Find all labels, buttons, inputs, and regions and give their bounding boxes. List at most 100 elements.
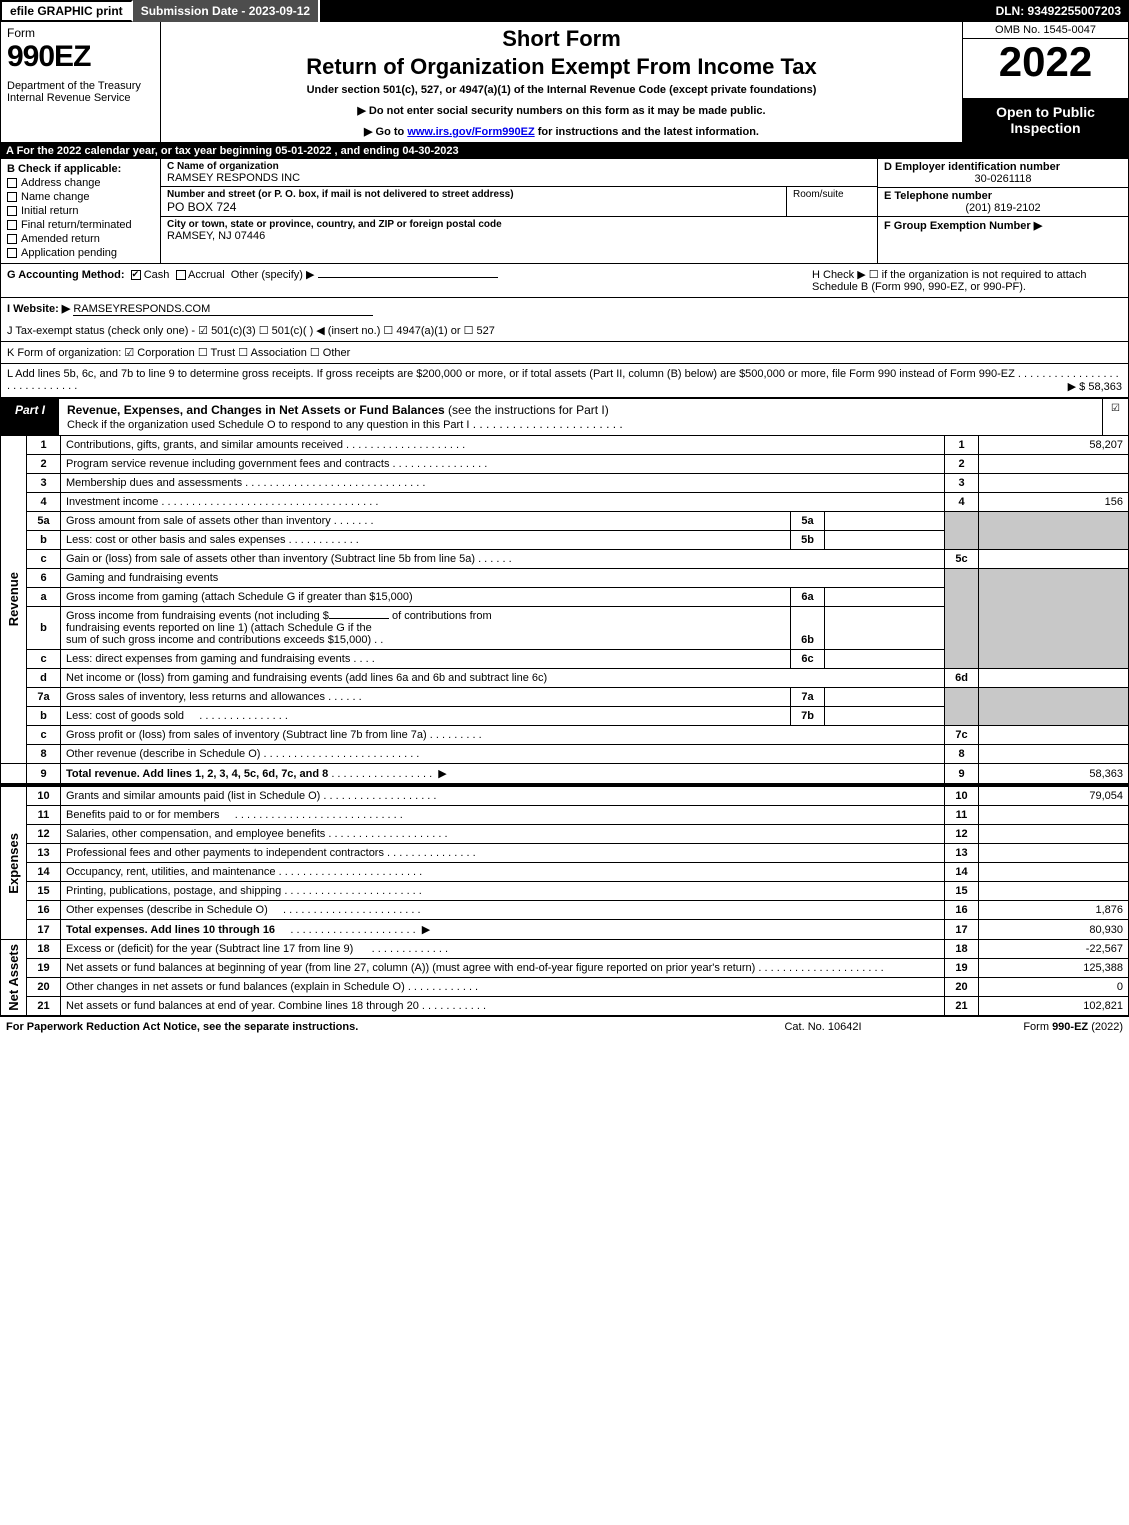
top-bar: efile GRAPHIC print Submission Date - 20… [0,0,1129,22]
l-amount: ▶ $ 58,363 [1068,380,1122,393]
desc-7a: Gross sales of inventory, less returns a… [61,688,791,707]
col-b-checkboxes: B Check if applicable: Address change Na… [1,159,161,263]
val-15 [979,882,1129,901]
chk-final-return[interactable]: Final return/terminated [7,219,154,231]
efile-print-label[interactable]: efile GRAPHIC print [0,0,133,22]
ln-6d: d [27,669,61,688]
ln-7b: b [27,707,61,726]
part-1-header: Part I Revenue, Expenses, and Changes in… [0,398,1129,436]
ln-15: 15 [27,882,61,901]
other-specify-line[interactable] [318,277,498,278]
form-number: 990EZ [7,40,154,74]
ln-7c: c [27,726,61,745]
l-text: L Add lines 5b, 6c, and 7b to line 9 to … [7,368,1122,393]
row-a-tax-year: A For the 2022 calendar year, or tax yea… [0,143,1129,159]
lines-table: Revenue 1 Contributions, gifts, grants, … [0,436,1129,1016]
goto-note: ▶ Go to www.irs.gov/Form990EZ for instru… [171,125,952,138]
ln-6b: b [27,607,61,650]
num-7c: 7c [945,726,979,745]
val-10: 79,054 [979,787,1129,806]
ln-18: 18 [27,940,61,959]
desc-9: Total revenue. Add lines 1, 2, 3, 4, 5c,… [61,764,945,784]
num-10: 10 [945,787,979,806]
desc-6c: Less: direct expenses from gaming and fu… [61,650,791,669]
chk-application-pending[interactable]: Application pending [7,247,154,259]
desc-1: Contributions, gifts, grants, and simila… [61,436,945,455]
org-name-row: C Name of organization RAMSEY RESPONDS I… [161,159,877,187]
paperwork-notice: For Paperwork Reduction Act Notice, see … [6,1021,723,1033]
val-2 [979,455,1129,474]
num-21: 21 [945,997,979,1016]
g-label: G Accounting Method: [7,269,125,281]
part-1-subtitle: Check if the organization used Schedule … [67,419,469,431]
num-15: 15 [945,882,979,901]
desc-12: Salaries, other compensation, and employ… [61,825,945,844]
subval-6c [825,650,945,669]
ln-19: 19 [27,959,61,978]
subnum-6a: 6a [791,588,825,607]
val-17: 80,930 [979,920,1129,940]
chk-address-change[interactable]: Address change [7,177,154,189]
ln-17: 17 [27,920,61,940]
shade-6 [945,569,979,669]
part-1-tab: Part I [1,399,59,435]
num-2: 2 [945,455,979,474]
row-k-form-org: K Form of organization: ☑ Corporation ☐ … [0,342,1129,364]
open-to-public: Open to Public Inspection [963,98,1128,142]
desc-8: Other revenue (describe in Schedule O) .… [61,745,945,764]
val-20: 0 [979,978,1129,997]
val-21: 102,821 [979,997,1129,1016]
val-11 [979,806,1129,825]
desc-5b: Less: cost or other basis and sales expe… [61,531,791,550]
goto-suffix: for instructions and the latest informat… [535,126,759,138]
website-value[interactable]: RAMSEYRESPONDS.COM [73,303,373,316]
num-11: 11 [945,806,979,825]
val-14 [979,863,1129,882]
subval-6b [825,607,945,650]
street-label: Number and street (or P. O. box, if mail… [167,189,780,200]
subval-5b [825,531,945,550]
ln-9: 9 [27,764,61,784]
subnum-7a: 7a [791,688,825,707]
num-19: 19 [945,959,979,978]
section-bcdef: B Check if applicable: Address change Na… [0,159,1129,264]
desc-16: Other expenses (describe in Schedule O) … [61,901,945,920]
city-label: City or town, state or province, country… [167,219,871,230]
desc-13: Professional fees and other payments to … [61,844,945,863]
header-left: Form 990EZ Department of the Treasury In… [1,22,161,142]
chk-initial-return[interactable]: Initial return [7,205,154,217]
shade-7 [945,688,979,726]
subnum-6c: 6c [791,650,825,669]
subnum-6b: 6b [791,607,825,650]
desc-6a: Gross income from gaming (attach Schedul… [61,588,791,607]
part-1-check[interactable]: ☑ [1102,399,1128,435]
omb-number: OMB No. 1545-0047 [963,22,1128,39]
subval-7b [825,707,945,726]
form-ref: Form 990-EZ (2022) [923,1021,1123,1033]
ln-20: 20 [27,978,61,997]
goto-link[interactable]: www.irs.gov/Form990EZ [407,126,534,138]
num-20: 20 [945,978,979,997]
num-3: 3 [945,474,979,493]
ln-5a: 5a [27,512,61,531]
row-l-gross-receipts: L Add lines 5b, 6c, and 7b to line 9 to … [0,364,1129,398]
netassets-side-label: Net Assets [1,940,27,1016]
ln-6: 6 [27,569,61,588]
desc-7c: Gross profit or (loss) from sales of inv… [61,726,945,745]
chk-amended-return[interactable]: Amended return [7,233,154,245]
ln-6a: a [27,588,61,607]
num-5c: 5c [945,550,979,569]
desc-15: Printing, publications, postage, and shi… [61,882,945,901]
desc-2: Program service revenue including govern… [61,455,945,474]
desc-5c: Gain or (loss) from sale of assets other… [61,550,945,569]
chk-name-change[interactable]: Name change [7,191,154,203]
chk-accrual[interactable] [176,270,186,280]
part-1-title: Revenue, Expenses, and Changes in Net As… [59,399,1102,435]
goto-prefix: ▶ Go to [364,126,407,138]
j-text: J Tax-exempt status (check only one) - ☑… [7,324,1122,337]
num-9: 9 [945,764,979,784]
val-4: 156 [979,493,1129,512]
chk-cash[interactable] [131,270,141,280]
ein-row: D Employer identification number 30-0261… [878,159,1128,188]
form-word: Form [7,26,154,40]
